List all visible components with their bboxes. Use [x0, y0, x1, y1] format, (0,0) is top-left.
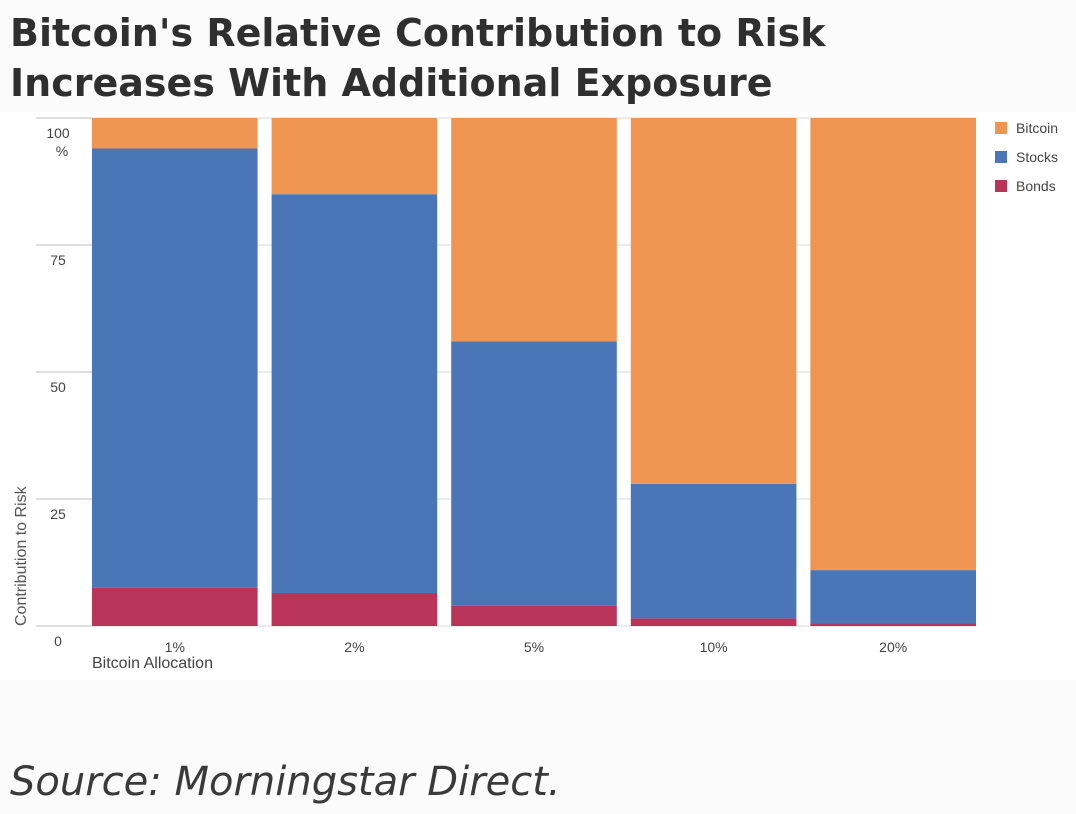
bar-bitcoin-10: [630, 118, 797, 484]
bar-bonds-10: [630, 618, 797, 626]
x-axis-title: Bitcoin Allocation: [92, 655, 213, 672]
x-tick-label-2: 2%: [344, 639, 364, 655]
bar-stocks-2: [271, 194, 438, 593]
bar-bonds-5: [451, 605, 617, 626]
chart-title-line-1: Bitcoin's Relative Contribution to Risk: [10, 11, 826, 55]
y-unit-label: %: [56, 143, 68, 159]
bar-stocks-5: [451, 341, 617, 606]
legend-swatch-bonds: [995, 180, 1007, 192]
bar-bitcoin-2: [271, 118, 438, 195]
x-tick-label-5: 5%: [524, 639, 544, 655]
legend-swatch-bitcoin: [995, 122, 1007, 134]
chart-panel: 0 25 50 75 100% Contribution to Risk 1% 2% 5% 10…: [0, 112, 1076, 680]
x-tick-label-20: 20%: [879, 639, 907, 655]
chart-title: Bitcoin's Relative Contribution to Risk …: [10, 8, 1060, 108]
bar-bonds-20: [810, 623, 976, 626]
y-axis: 0 25 50 75 100% Contribution to Risk: [13, 117, 92, 649]
bar-stocks-20: [810, 570, 976, 624]
legend-label-bitcoin: Bitcoin: [1016, 120, 1058, 136]
legend-label-stocks: Stocks: [1016, 149, 1058, 165]
source-note: Source: Morningstar Direct.: [10, 759, 561, 805]
bar-stocks-10: [630, 483, 797, 619]
y-axis-title: Contribution to Risk: [13, 485, 30, 626]
y-tick-label-0: 0: [54, 633, 62, 649]
bar-stocks-1: [92, 148, 258, 588]
bars: [92, 118, 976, 626]
y-tick-label-75: 75: [50, 252, 66, 268]
legend-swatch-stocks: [995, 151, 1007, 163]
bar-bitcoin-1: [92, 118, 258, 149]
y-tick-label-100: 100: [46, 125, 70, 141]
x-axis: 1% 2% 5% 10% 20% Bitcoin Allocation: [92, 639, 907, 672]
x-tick-label-1: 1%: [165, 639, 185, 655]
bar-bitcoin-20: [810, 118, 976, 571]
y-tick-label-25: 25: [50, 506, 66, 522]
y-tick-label-50: 50: [50, 379, 66, 395]
x-tick-label-10: 10%: [700, 639, 728, 655]
bar-bonds-2: [271, 592, 438, 626]
legend-label-bonds: Bonds: [1016, 178, 1056, 194]
bar-bitcoin-5: [451, 118, 617, 342]
chart-title-line-2: Increases With Additional Exposure: [10, 61, 773, 105]
stacked-bar-chart: 0 25 50 75 100% Contribution to Risk 1% 2% 5% 10…: [13, 117, 1058, 672]
legend: Bitcoin Stocks Bonds: [995, 120, 1058, 194]
bar-bonds-1: [92, 587, 258, 626]
